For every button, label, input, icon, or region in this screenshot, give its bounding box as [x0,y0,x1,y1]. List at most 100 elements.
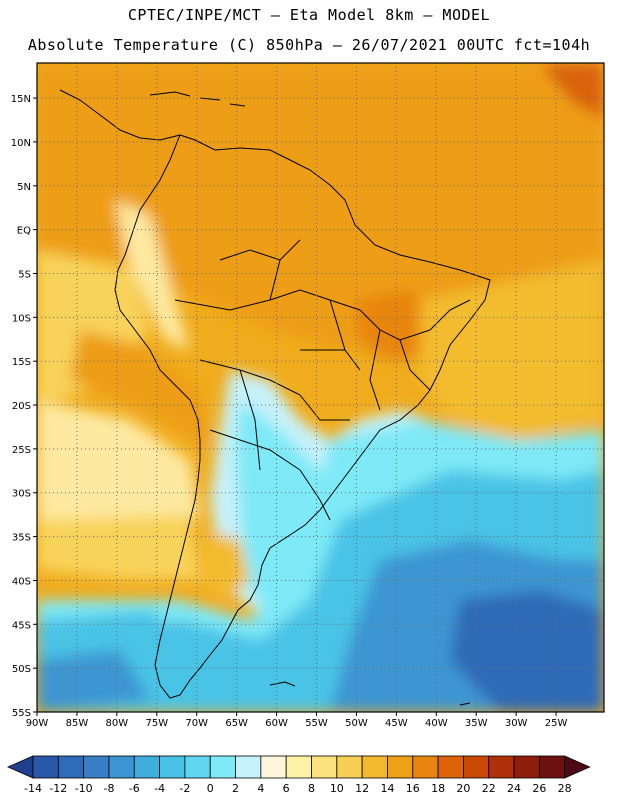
field-deep-blue-core [450,590,604,712]
lat-label: 45S [12,620,31,631]
falkland-islands [269,681,296,687]
latitude-axis: 15N 10N 5N EQ 5S 10S 15S 20S 25S 30S 35S 40S 45S 50S 5… [11,94,37,719]
colorbar-swatch [57,755,85,779]
temperature-field [37,63,604,712]
colorbar: -14 -12 -10 -8 -6 -4 -2 0 2 4 6 8 10 12 14 16 18 20 22 24 26… [7,755,591,795]
lon-label: 30W [505,718,528,729]
lat-label: 20S [12,401,31,412]
field-patagonia-warm [200,530,250,600]
lat-label: 35S [12,533,31,544]
colorbar-swatch [311,755,338,779]
colorbar-label: 20 [456,782,470,795]
lat-label: 40S [12,576,31,587]
colorbar-swatch [133,755,160,779]
brazil-state-borders [300,299,471,411]
lon-label: 65W [225,718,248,729]
colorbar-swatch [83,755,110,779]
colorbar-swatch [412,755,439,779]
colorbar-label: 10 [330,782,344,795]
lat-label: 5S [18,269,31,280]
lat-label: 15N [11,94,31,105]
lon-label: 80W [106,718,129,729]
field-atlantic-yellow [420,260,604,440]
colorbar-swatch [437,755,464,779]
lat-label: 5N [17,182,31,193]
colorbar-swatch [488,755,515,779]
lon-label: 75W [145,718,168,729]
colorbar-label: 26 [532,782,546,795]
lat-label: EQ [17,226,31,237]
lon-label: 50W [345,718,368,729]
colorbar-swatch [159,755,186,779]
field-sw-deep [37,650,150,712]
map-title-line1: CPTEC/INPE/MCT – Eta Model 8km – MODEL [127,6,491,24]
colorbar-swatch [361,755,388,779]
colorbar-swatch [538,755,566,779]
lat-label: 55S [12,708,31,719]
colorbar-label: -4 [154,782,165,795]
field-hot-ne-corner [540,63,604,120]
lat-label: 30S [12,489,31,500]
field-andes-cream [115,200,190,350]
colorbar-label: 2 [232,782,239,795]
colorbar-swatch [184,755,211,779]
colorbar-swatch [285,755,312,779]
map-title-line2: Absolute Temperature (C) 850hPa – 26/07/… [27,36,591,54]
south-georgia [459,702,471,706]
lat-label: 25S [12,445,31,456]
coastlines [59,89,491,706]
lon-label: 60W [265,718,288,729]
colorbar-swatch [235,755,262,779]
colorbar-label: -2 [179,782,190,795]
lat-label: 10S [12,313,31,324]
map-frame [36,62,605,713]
lon-label: 55W [305,718,328,729]
colorbar-label: 28 [558,782,572,795]
colorbar-label: -12 [49,782,67,795]
colorbar-label: 12 [355,782,369,795]
gridlines [37,63,604,712]
colorbar-label: 18 [431,782,445,795]
lon-label: 25W [545,718,568,729]
lon-label: 45W [385,718,408,729]
lat-label: 10N [11,138,31,149]
colorbar-swatch [387,755,414,779]
colorbar-swatch [513,755,540,779]
field-pacific-light [37,400,200,520]
lon-label: 70W [185,718,208,729]
south-america-coastline [114,134,491,699]
field-north-orange [37,63,604,350]
lon-label: 40W [425,718,448,729]
lon-label: 35W [465,718,488,729]
colorbar-label: 8 [308,782,315,795]
colorbar-label: -10 [75,782,93,795]
colorbar-label: -8 [103,782,114,795]
field-pacific-orange-band [70,330,210,450]
colorbar-high-arrow [564,755,591,779]
colorbar-label: 22 [482,782,496,795]
field-pacific-south [37,515,200,580]
colorbar-label: -14 [24,782,42,795]
lon-label: 85W [66,718,89,729]
colorbar-swatch [209,755,236,779]
colorbar-swatch [32,755,59,779]
colorbar-swatch [260,755,287,779]
colorbar-label: 6 [283,782,290,795]
lat-label: 50S [12,664,31,675]
longitude-axis: 90W 85W 80W 75W 70W 65W 60W 55W 50W 45W 40W 35W 30W 2… [26,712,568,729]
caribbean-islands [149,91,246,107]
colorbar-label: 16 [406,782,420,795]
colorbar-low-arrow [7,755,34,779]
colorbar-label: 4 [257,782,264,795]
lon-label: 90W [26,718,49,729]
colorbar-label: -6 [129,782,140,795]
lat-label: 15S [12,357,31,368]
central-america-coastline [59,89,181,141]
field-hot-interior [355,290,440,360]
colorbar-swatch [463,755,490,779]
colorbar-label: 14 [380,782,394,795]
colorbar-swatch [336,755,363,779]
colorbar-label: 0 [207,782,214,795]
colorbar-label: 24 [507,782,521,795]
